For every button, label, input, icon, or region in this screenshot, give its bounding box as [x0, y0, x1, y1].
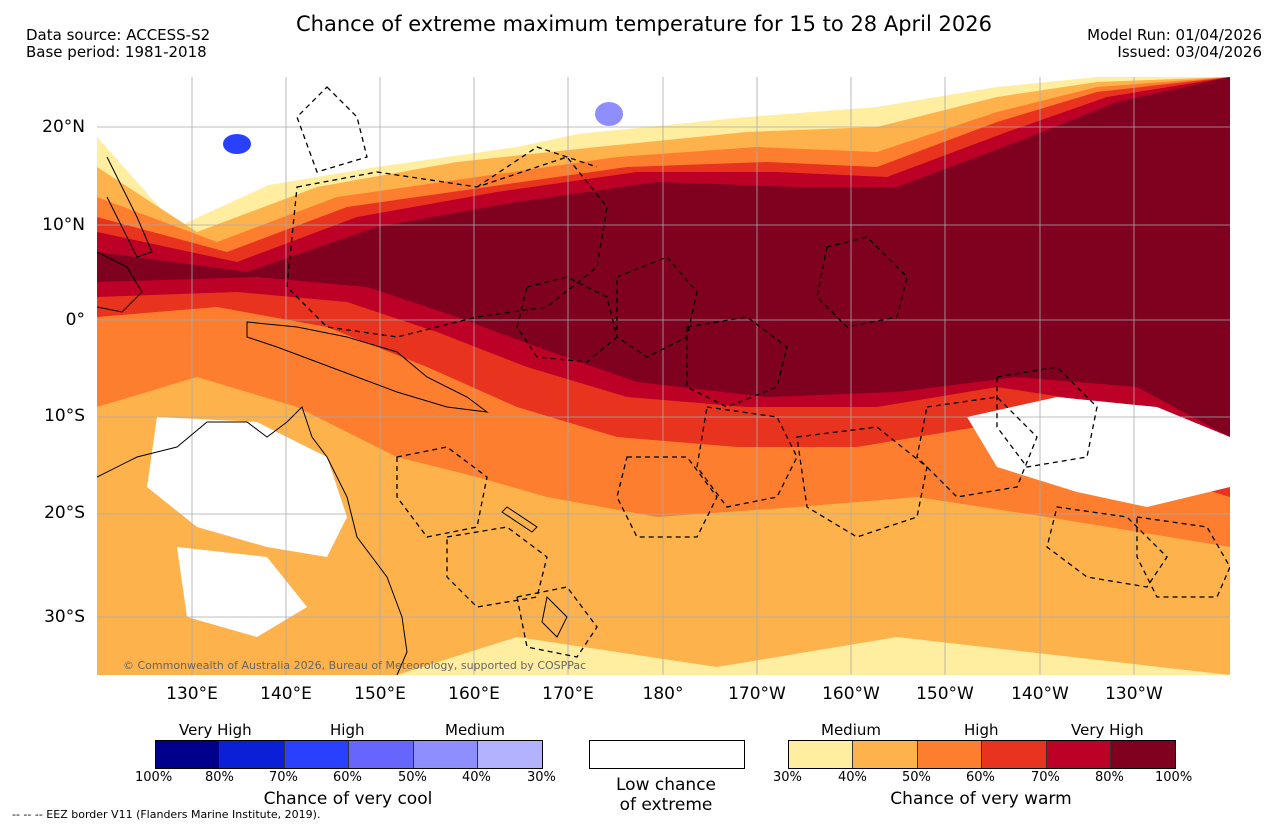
- cool-blob-2: [595, 102, 623, 126]
- warm-swatch-1: [789, 741, 853, 768]
- lon-label-150e: 150°E: [354, 684, 406, 704]
- warm-colorbar: [788, 740, 1176, 769]
- warm-tick-50: 50%: [902, 770, 931, 785]
- lat-label-30s: 30°S: [44, 607, 85, 627]
- run-info: Model Run: 01/04/2026 Issued: 03/04/2026: [1087, 27, 1262, 61]
- warm-swatch-2: [853, 741, 918, 768]
- coastlines: [97, 156, 568, 675]
- australia-coast: [97, 406, 408, 675]
- cool-probability-field: [223, 102, 623, 154]
- forecast-map: [97, 77, 1230, 675]
- low-chance-area-north: [137, 77, 657, 187]
- model-run: Model Run: 01/04/2026: [1087, 26, 1262, 44]
- lon-label-170w: 170°W: [728, 684, 786, 704]
- cool-caption: Chance of very cool: [263, 789, 433, 809]
- low-chance-area-australia: [147, 417, 347, 557]
- cool-tick-100: 100%: [135, 770, 173, 785]
- lat-label-20s: 20°S: [44, 503, 85, 523]
- cool-tick-40: 40%: [462, 770, 491, 785]
- cool-swatch-3: [285, 741, 349, 768]
- copyright-notice: © Commonwealth of Australia 2026, Bureau…: [123, 659, 587, 672]
- base-period: Base period: 1981-2018: [26, 43, 207, 61]
- warm-tick-60: 60%: [966, 770, 995, 785]
- warm-tick-100: 100%: [1155, 770, 1193, 785]
- warm-level-medium: Medium: [821, 721, 881, 739]
- cool-swatch-5: [414, 741, 478, 768]
- warm-80-band: [97, 77, 1230, 437]
- warm-swatch-4: [982, 741, 1047, 768]
- borneo-coast: [97, 251, 143, 313]
- cool-level-medium: Medium: [445, 721, 505, 739]
- new-caledonia-coast: [501, 506, 538, 533]
- warm-probability-field: [97, 77, 1230, 675]
- cool-level-very-high: Very High: [179, 721, 252, 739]
- cool-level-high: High: [330, 721, 365, 739]
- cool-swatch-1: [156, 741, 220, 768]
- warm-level-high: High: [964, 721, 999, 739]
- lon-label-130w: 130°W: [1105, 684, 1163, 704]
- cool-tick-30: 30%: [527, 770, 556, 785]
- eez-borders: [286, 86, 1230, 658]
- low-chance-swatch: [589, 740, 745, 769]
- lon-label-140w: 140°W: [1011, 684, 1069, 704]
- lat-label-10n: 10°N: [42, 215, 85, 235]
- warm-tick-40: 40%: [838, 770, 867, 785]
- cool-tick-70: 70%: [269, 770, 298, 785]
- low-chance-area-sw: [177, 547, 307, 637]
- philippines-coast: [106, 156, 153, 258]
- cool-swatch-2: [220, 741, 285, 768]
- cool-tick-60: 60%: [333, 770, 362, 785]
- source-info: Data source: ACCESS-S2 Base period: 1981…: [26, 27, 210, 61]
- cool-colorbar: [155, 740, 543, 769]
- eez-note: -- -- -- EEZ border V11 (Flanders Marine…: [12, 808, 321, 821]
- lon-label-130e: 130°E: [166, 684, 218, 704]
- lon-label-180: 180°: [642, 684, 684, 704]
- data-source: Data source: ACCESS-S2: [26, 26, 211, 44]
- cool-swatch-6: [478, 741, 542, 768]
- lon-label-140e: 140°E: [260, 684, 312, 704]
- warm-caption: Chance of very warm: [890, 789, 1072, 809]
- graticule: [97, 77, 1230, 675]
- cool-swatch-4: [349, 741, 414, 768]
- warm-swatch-5: [1047, 741, 1111, 768]
- cool-blob-1: [223, 134, 251, 154]
- low-chance-line2: of extreme: [619, 795, 713, 815]
- warm-swatch-3: [918, 741, 982, 768]
- nz-coast: [541, 595, 568, 638]
- low-chance-line1: Low chance: [616, 775, 716, 795]
- lon-label-170e: 170°E: [542, 684, 594, 704]
- lat-label-10s: 10°S: [44, 406, 85, 426]
- low-chance-label: Low chance of extreme: [589, 775, 743, 815]
- lon-label-160e: 160°E: [448, 684, 500, 704]
- warm-swatch-6: [1111, 741, 1175, 768]
- lon-label-150w: 150°W: [916, 684, 974, 704]
- map-title: Chance of extreme maximum temperature fo…: [296, 12, 992, 36]
- cool-tick-50: 50%: [398, 770, 427, 785]
- issued-date: Issued: 03/04/2026: [1117, 43, 1262, 61]
- lon-label-160w: 160°W: [822, 684, 880, 704]
- warm-tick-30: 30%: [773, 770, 802, 785]
- warm-tick-80: 80%: [1095, 770, 1124, 785]
- lat-label-20n: 20°N: [42, 117, 85, 137]
- new-guinea-coast: [246, 321, 489, 413]
- warm-tick-70: 70%: [1031, 770, 1060, 785]
- cool-tick-80: 80%: [205, 770, 234, 785]
- warm-level-very-high: Very High: [1071, 721, 1144, 739]
- map-canvas: [97, 77, 1230, 675]
- low-chance-area-east: [967, 397, 1230, 507]
- lat-label-0: 0°: [65, 310, 85, 330]
